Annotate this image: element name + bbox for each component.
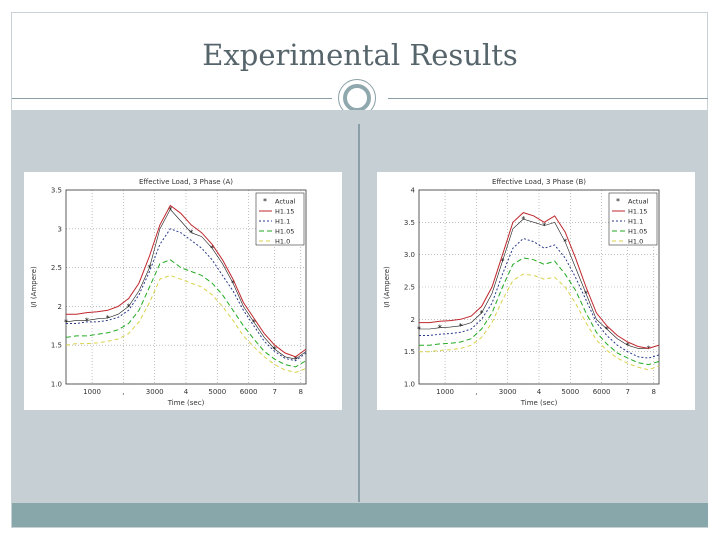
chart-left-xtick-label: 3000: [146, 388, 164, 396]
chart-left-legend-box: [255, 192, 305, 246]
chart-right-xtick-label: 4: [537, 388, 542, 396]
chart-left-actual-point: *: [252, 318, 256, 327]
chart-right-actual-point: *: [480, 309, 484, 318]
title-divider-left: [12, 98, 332, 99]
chart-left-xtick-label: 8: [299, 388, 303, 396]
chart-right-series-h115: [419, 212, 660, 349]
chart-left-xtick-label: 5000: [208, 388, 226, 396]
chart-right-series-h11: [419, 237, 660, 359]
chart-left-actual-point: *: [127, 302, 131, 311]
chart-left: Effective Load, 3 Phase (A) 1.0 1.5 2 2.5 3 3.…: [24, 172, 342, 410]
chart-left-series-h115: [66, 204, 307, 358]
chart-right-actual-point: *: [563, 238, 567, 247]
chart-left-title: Effective Load, 3 Phase (A): [139, 178, 233, 186]
chart-left-ytick-label: 1.5: [51, 342, 62, 350]
chart-left-xtick-label: 7: [272, 388, 276, 396]
chart-right: Effective Load, 3 Phase (B) 1.0 1.5 2 2.5 3.0…: [377, 172, 695, 410]
chart-left-legend-label: H1.05: [275, 228, 294, 236]
chart-left-xlabel: Time (sec): [167, 399, 205, 407]
slide-title: Experimental Results: [202, 38, 518, 72]
chart-left-actual-point: *: [85, 316, 89, 325]
chart-right-actual-point: *: [647, 344, 651, 353]
chart-right-svg: Effective Load, 3 Phase (B) 1.0 1.5 2 2.5 3.0…: [383, 178, 660, 407]
chart-right-ytick-label: 2: [411, 316, 415, 324]
chart-left-ylabel: I/I (Ampere): [30, 266, 38, 308]
chart-left-plot-frame: [65, 189, 307, 385]
chart-left-ytick-label: 3.5: [51, 187, 62, 195]
chart-right-xtick-label: 5000: [561, 388, 579, 396]
chart-right-ytick-label: 3.0: [404, 251, 415, 259]
chart-left-svg: Effective Load, 3 Phase (A) 1.0 1.5 2 2.5 3 3.…: [30, 178, 307, 407]
chart-left-actual-point: *: [231, 279, 235, 288]
chart-right-legend-label: H1.0: [628, 238, 643, 246]
chart-right-ytick-label: 3.5: [404, 219, 415, 227]
chart-right-ylabel: I/I (Ampere): [383, 266, 391, 308]
chart-right-ytick-label: 1.5: [404, 348, 415, 356]
chart-left-ytick-label: 1.0: [51, 381, 62, 389]
chart-right-title: Effective Load, 3 Phase (B): [492, 178, 586, 186]
chart-right-ytick-label: 2.5: [404, 284, 415, 292]
chart-right-legend-box: [608, 192, 658, 246]
chart-right-actual-point: *: [584, 289, 588, 298]
chart-right-legend-label: H1.05: [628, 228, 647, 236]
chart-right-xtick-label: ,: [475, 388, 477, 396]
column-divider: [358, 124, 360, 502]
chart-left-xtick-label: ,: [122, 388, 124, 396]
footer-bar: [12, 503, 708, 527]
chart-left-xtick-label: 4: [184, 388, 189, 396]
chart-left-legend-label: H1.15: [275, 208, 294, 216]
chart-right-actual-point: *: [500, 257, 504, 266]
chart-left-actual-point: *: [106, 314, 110, 323]
chart-left-xtick-label: 1000: [83, 388, 101, 396]
chart-left-legend-label: Actual: [275, 198, 296, 206]
chart-right-actual-point: *: [605, 325, 609, 334]
chart-left-series-h11: [66, 228, 307, 362]
chart-right-actual-point: *: [438, 324, 442, 333]
chart-left-legend-marker: *: [263, 197, 267, 206]
chart-left-ytick-label: 2.5: [51, 264, 62, 272]
chart-right-series-h105: [419, 257, 660, 366]
chart-right-xtick-label: 6000: [593, 388, 611, 396]
chart-left-actual-point: *: [294, 355, 298, 364]
chart-right-ytick-label: 1.0: [404, 381, 415, 389]
title-divider-right: [388, 98, 708, 99]
chart-right-plot-frame: [418, 189, 660, 385]
chart-right-actual-point: *: [542, 222, 546, 231]
chart-right-legend-label: H1.1: [628, 218, 643, 226]
chart-right-ytick-label: 4: [411, 187, 416, 195]
chart-left-series-actual: [65, 208, 307, 360]
chart-right-xtick-label: 8: [652, 388, 656, 396]
chart-left-ytick-label: 2: [58, 303, 62, 311]
chart-right-actual-point: *: [521, 215, 525, 224]
chart-right-actual-point: *: [459, 322, 463, 331]
chart-left-legend-label: H1.0: [275, 238, 290, 246]
chart-right-xtick-label: 1000: [436, 388, 454, 396]
chart-left-actual-point: *: [64, 318, 68, 327]
chart-left-series-h105: [65, 259, 307, 368]
chart-right-xtick-label: 3000: [499, 388, 517, 396]
chart-right-legend-label: H1.15: [628, 208, 647, 216]
chart-left-actual-point: *: [168, 205, 172, 214]
chart-left-actual-point: *: [147, 264, 151, 273]
chart-right-series-h10: [419, 273, 660, 371]
chart-left-ytick-label: 3: [58, 225, 62, 233]
chart-left-series-h10: [65, 274, 307, 373]
chart-left-actual-point: *: [189, 229, 193, 238]
chart-left-actual-point: *: [273, 345, 277, 354]
chart-right-legend-label: Actual: [628, 198, 649, 206]
chart-right-xtick-label: 7: [625, 388, 629, 396]
chart-left-xtick-label: 6000: [240, 388, 258, 396]
chart-left-legend-label: H1.1: [275, 218, 290, 226]
chart-left-actual-point: *: [210, 244, 214, 253]
chart-right-actual-point: *: [626, 341, 630, 350]
chart-right-legend-marker: *: [616, 197, 620, 206]
chart-right-xlabel: Time (sec): [520, 399, 558, 407]
chart-right-series-actual: [419, 218, 660, 349]
chart-right-actual-point: *: [417, 325, 421, 334]
